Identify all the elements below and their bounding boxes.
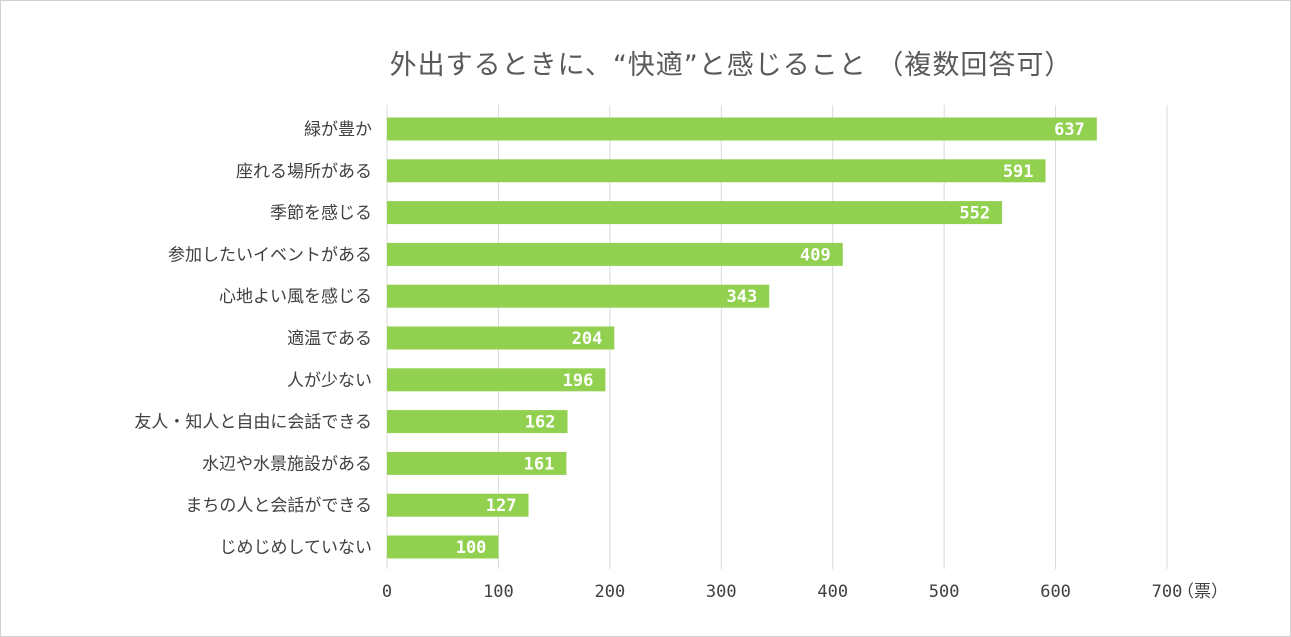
value-label: 127 [486, 496, 517, 516]
value-label: 204 [572, 329, 603, 349]
category-label: 水辺や水景施設がある [202, 454, 372, 474]
value-label: 100 [456, 538, 487, 558]
category-label: 心地よい風を感じる [219, 287, 372, 307]
bar [387, 410, 568, 434]
bar [387, 493, 529, 517]
label-layer: 0 100 200 300 400 500 600 700（票） 緑が豊か 637 座れる場所がある… [134, 120, 1228, 602]
value-label: 637 [1054, 120, 1085, 140]
value-label: 196 [563, 371, 594, 391]
category-label: 適温である [287, 329, 372, 349]
category-label: 座れる場所がある [236, 162, 372, 182]
bar [387, 242, 843, 266]
category-label: 人が少ない [287, 371, 372, 391]
category-label: じめじめしていない [220, 538, 373, 558]
x-tick-label: 500 [929, 582, 960, 602]
value-label: 552 [959, 204, 990, 224]
value-label: 409 [800, 245, 831, 265]
value-label: 162 [525, 413, 556, 433]
chart-title: 外出するときに、“快適”と感じること （複数回答可） [389, 50, 1073, 81]
x-tick-label: 100 [483, 582, 514, 602]
x-tick-label: 400 [817, 582, 848, 602]
bar [387, 535, 499, 559]
value-label: 591 [1003, 162, 1034, 182]
bar-layer [387, 117, 1097, 559]
unit-label: （票） [1177, 582, 1228, 602]
category-label: 緑が豊か [304, 120, 372, 140]
bar [387, 117, 1097, 141]
value-label: 161 [524, 454, 555, 474]
bar [387, 368, 606, 392]
category-label: 友人・知人と自由に会話できる [134, 413, 372, 433]
bar [387, 159, 1046, 183]
category-label: まちの人と会話ができる [185, 496, 372, 516]
value-label: 343 [726, 287, 757, 307]
bar [387, 201, 1003, 225]
x-tick-label: 700 [1152, 582, 1183, 602]
x-tick-label: 300 [706, 582, 737, 602]
bar [387, 326, 615, 350]
category-label: 季節を感じる [270, 204, 372, 224]
x-tick-label: 600 [1040, 582, 1071, 602]
x-tick-label: 0 [382, 582, 392, 602]
x-tick-label: 200 [594, 582, 625, 602]
category-label: 参加したいイベントがある [168, 245, 372, 265]
bar [387, 284, 770, 308]
bar [387, 451, 567, 475]
